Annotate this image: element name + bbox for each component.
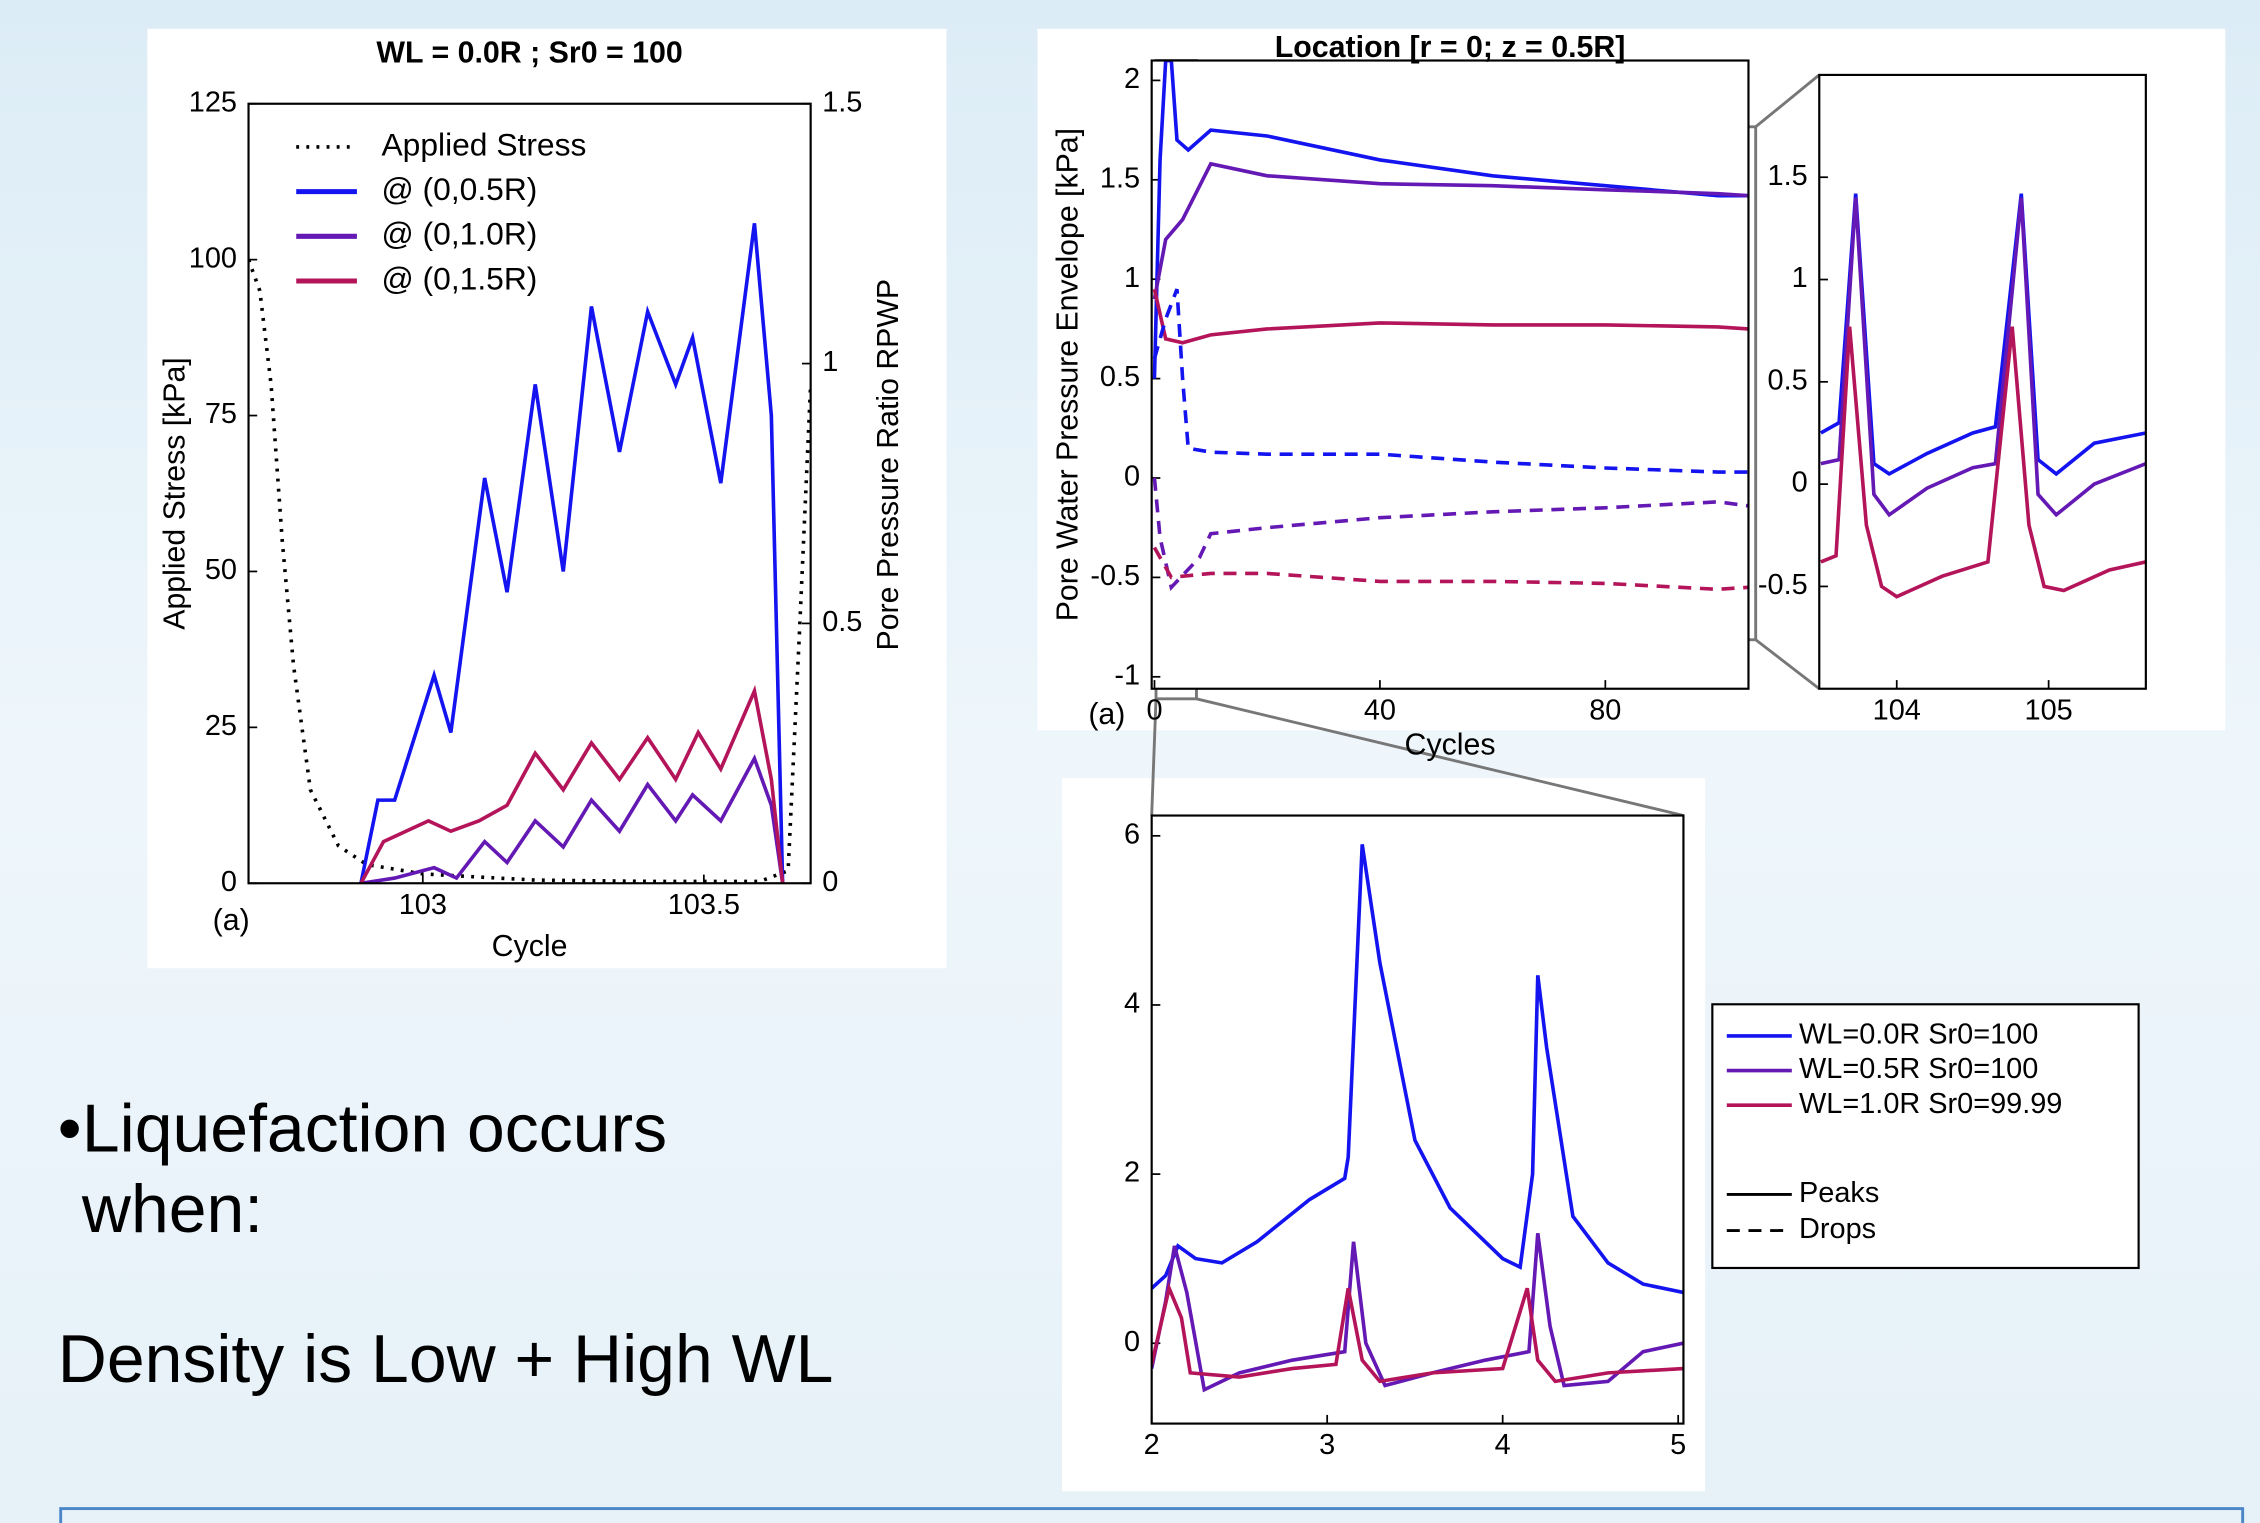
x-tick-label: 40 [1364,694,1396,726]
legend-label: Applied Stress [381,126,586,162]
axes-frame [1150,59,1750,690]
y-tick-label: 25 [205,710,237,742]
x-tick-label: 103 [399,889,447,921]
y-tick-label: 2 [1124,63,1140,95]
legend-label: WL=0.0R Sr0=100 [1799,1019,2038,1051]
line-series [359,223,785,884]
text-block: • Liquefaction occurs when: [58,1088,809,1249]
line-series [360,754,785,884]
legend-label: @ (0,0.5R) [381,171,537,207]
y-tick-label: 0 [1124,461,1140,493]
x-axis-label: Cycle [492,930,568,963]
text-block: Density is Low + High WL [57,1319,834,1397]
chart-title: WL = 0.0R ; Sr0 = 100 [376,37,682,70]
x-tick-label: 0 [1146,694,1162,726]
legend-label: WL=1.0R Sr0=99.99 [1799,1088,2062,1120]
axes-frame [1150,814,1685,1425]
y-tick-label: -1 [1114,659,1140,691]
x-tick-label: 80 [1589,694,1621,726]
y-tick-label: 6 [1124,818,1140,850]
bullet-marker: • [57,1089,82,1166]
y-tick-label: 100 [189,242,237,274]
x-tick-label: 4 [1495,1429,1511,1461]
y-tick-label: 0.5 [1100,361,1140,393]
y-tick-label: -0.5 [1758,569,1808,601]
y-axis-label: Pore Water Pressure Envelope [kPa] [1051,128,1084,621]
legend-label: WL=0.5R Sr0=100 [1799,1053,2038,1085]
plot-area [1151,815,1684,1424]
y-tick-label: 75 [205,398,237,430]
y-tick-label: 1.5 [1100,162,1140,194]
legend-box [1711,1003,2140,1270]
y-tick-label: 0 [1792,467,1808,499]
x-tick-label: 104 [1873,694,1921,726]
legend-label: @ (0,1.0R) [381,216,537,252]
line-series [1151,1233,1684,1393]
x-axis-label: Cycles [1405,728,1496,761]
x-tick-label: 105 [2025,694,2073,726]
line-series [1820,326,2146,599]
y2-axis-label: Pore Pressure Ratio RPWP [872,279,905,651]
zoom-connector [1196,697,1684,817]
line-series [1152,288,1749,345]
y-tick-label: 0.5 [1768,364,1808,396]
bullet: • Liquefaction occurs when: [58,1088,809,1249]
statement: Density is Low + High WL [57,1319,834,1397]
plot-area [1151,60,1749,689]
y-tick-label: -0.5 [1090,560,1140,592]
line-series [1151,1282,1684,1384]
line-series [1819,193,2146,477]
chart-title: Location [r = 0; z = 0.5R] [1275,31,1626,64]
x-tick-label: 3 [1319,1429,1335,1461]
y-tick-label: 1.5 [1768,160,1808,192]
y-tick-label: 1 [1124,262,1140,294]
y-tick-label: 125 [189,86,237,118]
panel-label: (a) [1088,698,1125,731]
panel-label: (a) [213,904,250,937]
axes-frame [247,102,812,885]
zoom-connector [1754,638,1821,690]
x-tick-label: 5 [1670,1429,1686,1461]
y2-tick-label: 0 [822,866,838,898]
y-tick-label: 0 [221,866,237,898]
y2-tick-label: 0.5 [822,606,862,638]
line-series [1152,288,1749,474]
line-series [359,684,785,884]
x-tick-label: 103.5 [668,889,740,921]
x-tick-label: 2 [1144,1429,1160,1461]
y-tick-label: 4 [1124,988,1140,1020]
zoom-connector [1754,73,1821,128]
line-series [1152,161,1749,300]
y2-tick-label: 1 [822,346,838,378]
legend-label: @ (0,1.5R) [381,260,537,296]
y-tick-label: 1 [1792,262,1808,294]
frame [59,1507,2245,1523]
axes-frame [1818,73,2147,690]
line-series [1152,546,1749,592]
legend-label: Peaks [1799,1177,1879,1209]
y-axis-label: Applied Stress [kPa] [158,357,191,629]
y-tick-label: 0 [1124,1326,1140,1358]
y2-tick-label: 1.5 [822,86,862,118]
line-series [248,259,811,884]
line-series [1151,844,1684,1295]
legend-label: Drops [1799,1213,1876,1245]
line-series [1152,60,1749,379]
y-tick-label: 50 [205,554,237,586]
line-series [1820,197,2146,518]
zoom-connector [1150,698,1158,816]
plot-area [248,103,811,884]
bullet-text: Liquefaction occurs when: [81,1089,668,1247]
plot-area [1819,74,2146,689]
y-tick-label: 2 [1124,1157,1140,1189]
